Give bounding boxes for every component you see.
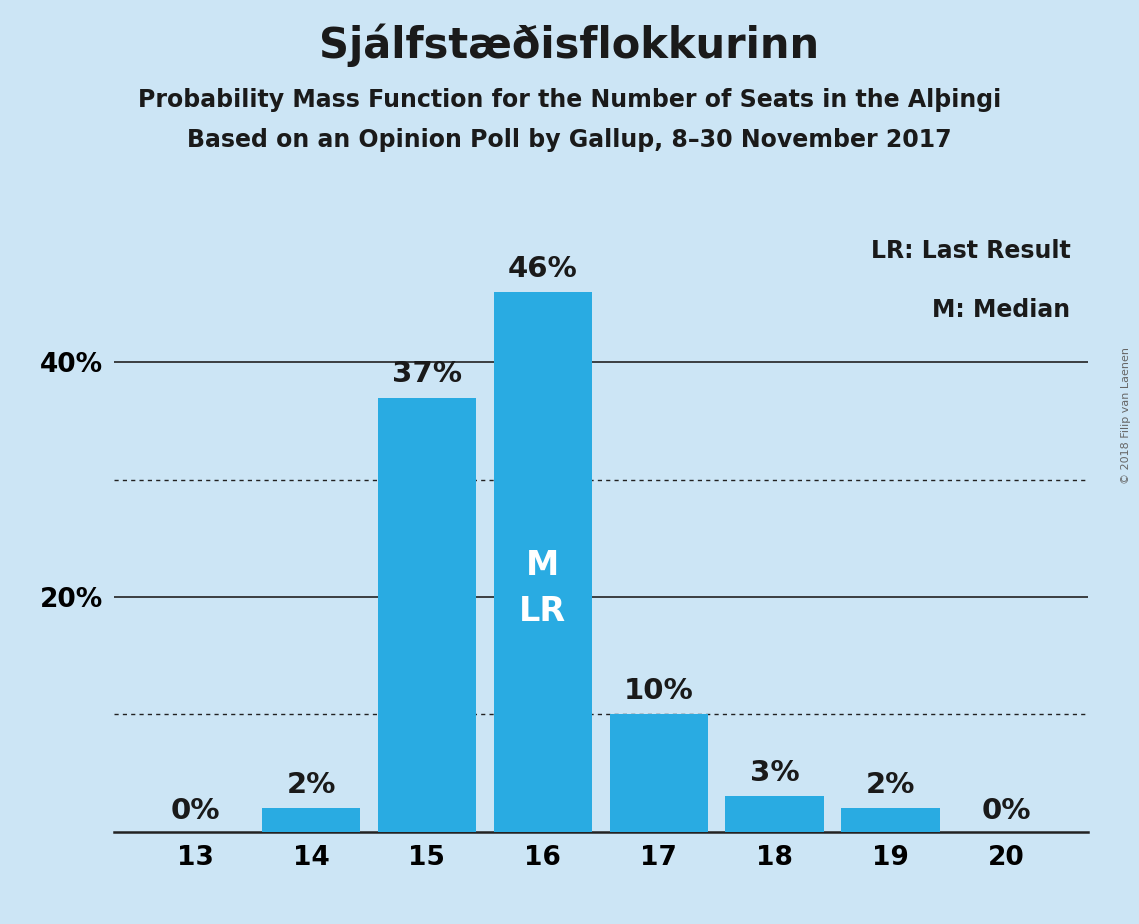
Bar (378, 397, 476, 832)
Bar (609, 714, 708, 832)
Text: © 2018 Filip van Laenen: © 2018 Filip van Laenen (1121, 347, 1131, 484)
Text: M: Median: M: Median (932, 298, 1071, 322)
Text: Based on an Opinion Poll by Gallup, 8–30 November 2017: Based on an Opinion Poll by Gallup, 8–30… (187, 128, 952, 152)
Text: 2%: 2% (286, 771, 336, 798)
Text: M
LR: M LR (519, 550, 566, 628)
Bar (842, 808, 940, 832)
Text: 10%: 10% (624, 677, 694, 705)
Text: 0%: 0% (171, 796, 220, 824)
Text: 2%: 2% (866, 771, 916, 798)
Text: 46%: 46% (508, 255, 577, 283)
Text: 3%: 3% (749, 759, 800, 787)
Bar (493, 292, 592, 832)
Text: LR: Last Result: LR: Last Result (870, 239, 1071, 263)
Text: 37%: 37% (392, 360, 462, 388)
Text: Probability Mass Function for the Number of Seats in the Alþingi: Probability Mass Function for the Number… (138, 88, 1001, 112)
Text: Sjálfstæðisflokkurinn: Sjálfstæðisflokkurinn (319, 23, 820, 67)
Bar (262, 808, 360, 832)
Bar (726, 796, 823, 832)
Text: 0%: 0% (982, 796, 1031, 824)
